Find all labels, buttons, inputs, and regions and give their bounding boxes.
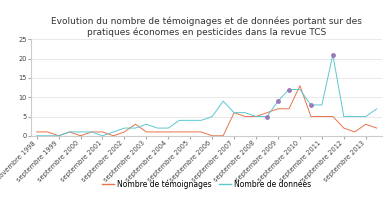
Title: Evolution du nombre de témoignages et de données portant sur des
pratiques écono: Evolution du nombre de témoignages et de… [51,17,362,37]
Legend: Nombre de témoignages, Nombre de données: Nombre de témoignages, Nombre de données [99,176,314,192]
